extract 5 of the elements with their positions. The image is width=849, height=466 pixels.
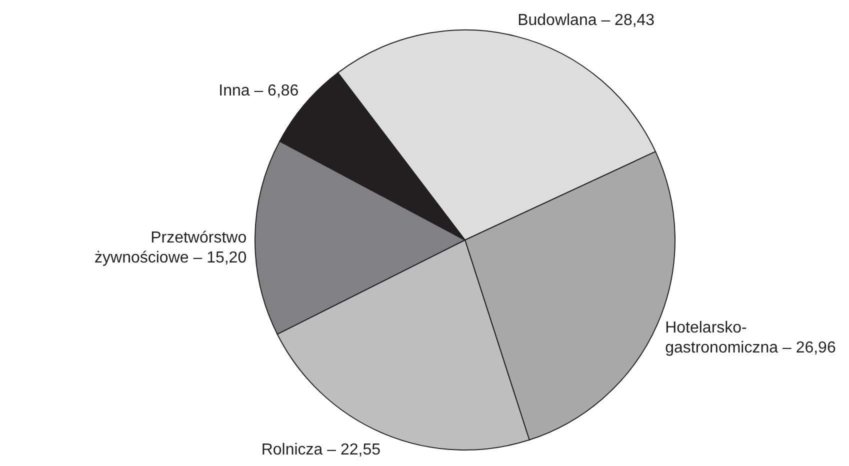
slice-label: Inna – 6,86 bbox=[218, 82, 299, 100]
slice-label: Budowlana – 28,43 bbox=[518, 12, 655, 30]
slice-label: Hotelarsko-gastronomiczna – 26,96 bbox=[665, 320, 836, 357]
slice-label: Przetwórstwo żywnościowe – 15,20 bbox=[94, 229, 247, 266]
slice-label: Rolnicza – 22,55 bbox=[261, 441, 381, 458]
